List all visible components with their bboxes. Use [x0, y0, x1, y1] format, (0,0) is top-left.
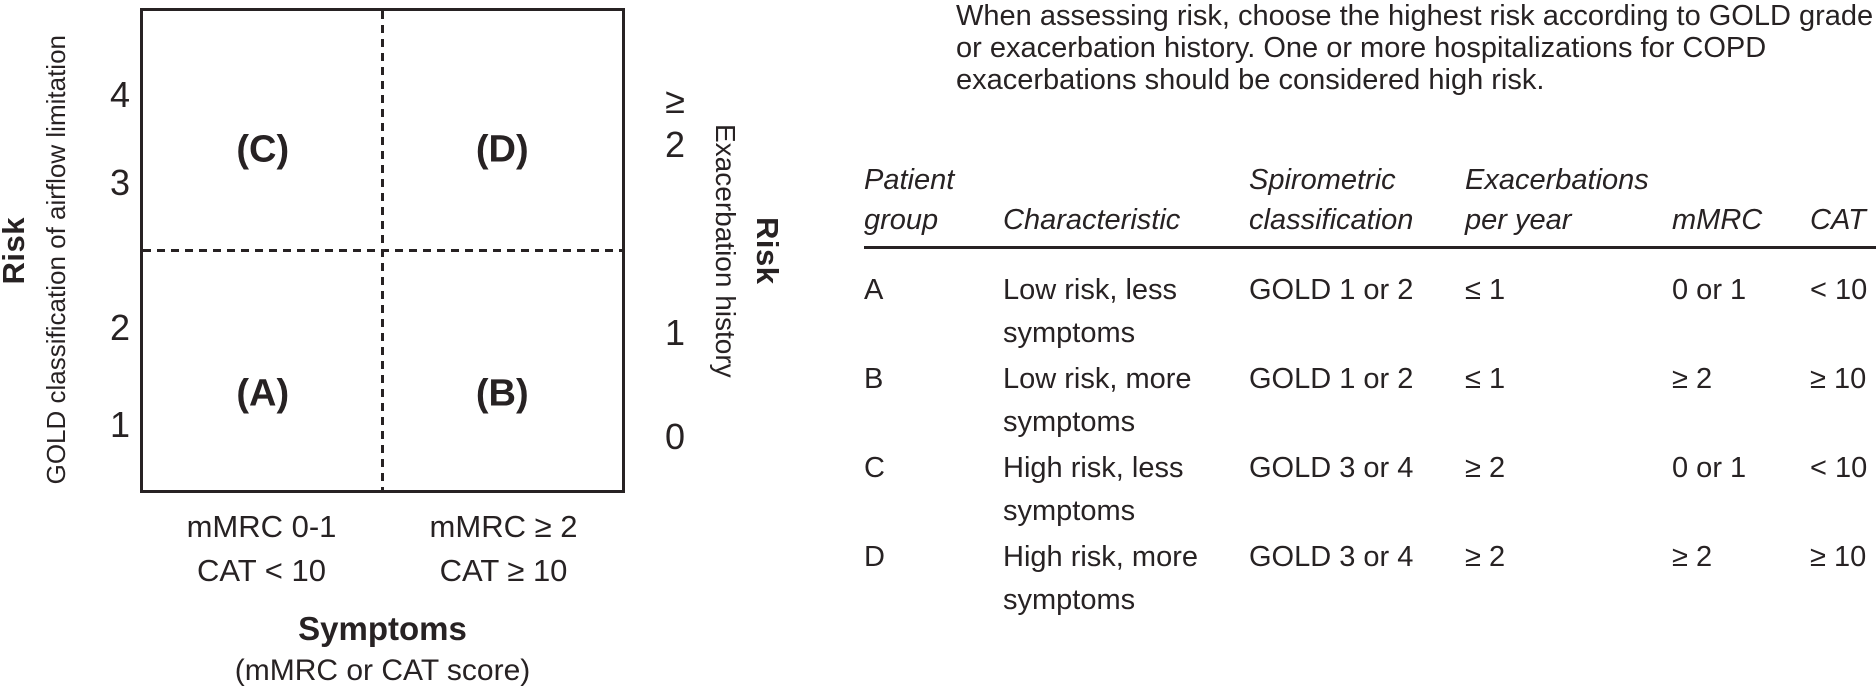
right-tick-1: 1 — [664, 312, 685, 353]
y-tick-2: 2 — [109, 307, 130, 348]
col-header-patient-group: Patient group — [864, 164, 955, 236]
x-axis-subtitle: (mMRC or CAT score) — [234, 654, 531, 687]
exacerbation-history-axis-label: Exacerbation history — [710, 123, 741, 378]
col-header-exacerbations: Exacerbations per year — [1465, 164, 1649, 236]
table-cell-exacerbations-b: ≤ 1 — [1465, 363, 1506, 395]
right-tick-0: 0 — [664, 416, 685, 457]
table-cell-mmrc-b: ≥ 2 — [1672, 363, 1713, 395]
y-tick-1: 1 — [109, 404, 130, 445]
table-cell-mmrc-d: ≥ 2 — [1672, 541, 1713, 573]
table-cell-exacerbations-d: ≥ 2 — [1465, 541, 1506, 573]
table-cell-characteristic-d: High risk, more symptoms — [1003, 541, 1198, 616]
table-cell-exacerbations-a: ≤ 1 — [1465, 274, 1506, 306]
table-cell-spirometric-c: GOLD 3 or 4 — [1249, 452, 1414, 484]
table-cell-group-d: D — [864, 541, 885, 573]
x-label-right-cat: CAT ≥ 10 — [439, 553, 568, 588]
table-cell-group-b: B — [864, 363, 884, 395]
table-cell-characteristic-c: High risk, less symptoms — [1003, 452, 1184, 527]
risk-label-left: Risk — [0, 216, 31, 285]
right-y-axis-risk-label: Risk — [748, 8, 786, 493]
table-cell-cat-c: < 10 — [1810, 452, 1868, 484]
quadrant-b-label: (B) — [475, 372, 529, 415]
left-y-axis-title: GOLD classification of airflow limitatio… — [36, 0, 76, 540]
right-tick-ge2: ≥ 2 — [664, 80, 685, 165]
table-cell-cat-d: ≥ 10 — [1810, 541, 1867, 573]
table-cell-mmrc-c: 0 or 1 — [1672, 452, 1747, 484]
table-cell-cat-a: < 10 — [1810, 274, 1868, 306]
quadrant-d-label: (D) — [475, 128, 529, 171]
x-label-left-mmrc: mMRC 0-1 — [186, 509, 337, 544]
quadrant-a-label: (A) — [236, 372, 290, 415]
col-header-characteristic: Characteristic — [1003, 204, 1181, 236]
table-cell-cat-b: ≥ 10 — [1810, 363, 1867, 395]
x-axis-title-symptoms: Symptoms — [298, 610, 467, 647]
x-label-right-mmrc: mMRC ≥ 2 — [429, 509, 578, 544]
col-header-cat: CAT — [1810, 204, 1866, 236]
table-header-rule — [864, 246, 1876, 249]
col-header-mmrc: mMRC — [1672, 204, 1763, 236]
quadrant-c-label: (C) — [236, 128, 290, 171]
x-label-left-cat: CAT < 10 — [197, 553, 326, 588]
horizontal-dashed-divider — [143, 249, 622, 252]
right-y-axis-title: Exacerbation history — [703, 8, 747, 493]
table-cell-spirometric-a: GOLD 1 or 2 — [1249, 274, 1414, 306]
y-tick-3: 3 — [109, 162, 130, 203]
y-tick-4: 4 — [109, 74, 130, 115]
gold-classification-axis-label: GOLD classification of airflow limitatio… — [40, 35, 71, 485]
left-y-axis-risk-label: Risk — [0, 8, 32, 493]
risk-assessment-note: When assessing risk, choose the highest … — [956, 0, 1874, 96]
col-header-spirometric: Spirometric classification — [1249, 164, 1414, 236]
patient-group-table: Patient group Characteristic Spirometric… — [864, 160, 1876, 622]
table-cell-group-a: A — [864, 274, 884, 306]
table-cell-characteristic-b: Low risk, more symptoms — [1003, 363, 1192, 438]
risk-label-right: Risk — [750, 216, 785, 285]
table-cell-group-c: C — [864, 452, 885, 484]
table-cell-spirometric-d: GOLD 3 or 4 — [1249, 541, 1414, 573]
table-cell-spirometric-b: GOLD 1 or 2 — [1249, 363, 1414, 395]
quadrant-box: (C) (D) (A) (B) — [140, 8, 625, 493]
table-cell-characteristic-a: Low risk, less symptoms — [1003, 274, 1178, 349]
table-cell-mmrc-a: 0 or 1 — [1672, 274, 1747, 306]
table-cell-exacerbations-c: ≥ 2 — [1465, 452, 1506, 484]
